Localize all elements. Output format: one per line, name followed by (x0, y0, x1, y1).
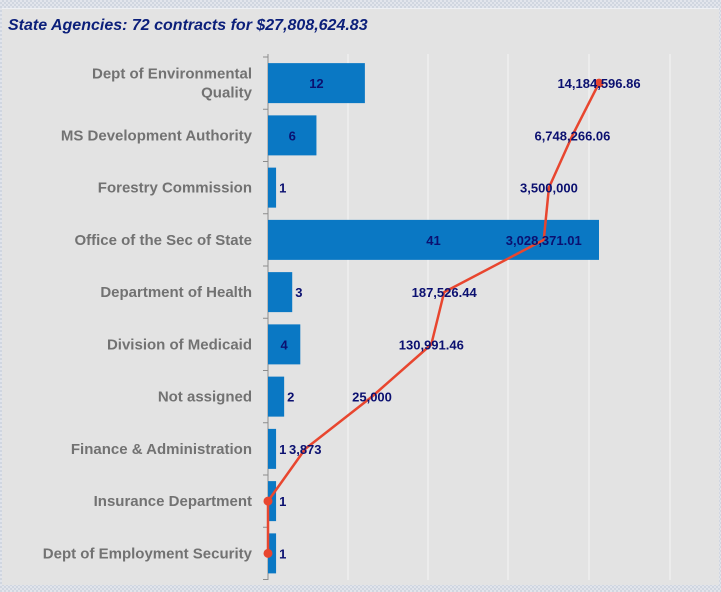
category-label-8: Insurance Department (94, 493, 252, 510)
bar-7 (268, 428, 277, 469)
line-label-3: 3,028,371.01 (506, 233, 582, 248)
line-label-0: 14,184,596.86 (557, 76, 640, 91)
category-label-1: MS Development Authority (61, 127, 253, 144)
bar-4 (268, 272, 293, 313)
category-label-7: Finance & Administration (71, 441, 252, 458)
line-label-2: 3,500,000 (520, 181, 578, 196)
chart-panel (2, 8, 719, 585)
bar-2 (268, 167, 277, 208)
category-label-2: Forestry Commission (98, 180, 252, 197)
category-label-4: Department of Health (100, 284, 252, 301)
line-label-5: 130,991.46 (399, 337, 464, 352)
bar-6 (268, 376, 285, 417)
bar-label-4: 3 (295, 285, 302, 300)
bar-label-0: 12 (309, 76, 323, 91)
line-label-4: 187,526.44 (412, 285, 478, 300)
category-label-3: Office of the Sec of State (74, 232, 252, 249)
bar-label-9: 1 (279, 546, 286, 561)
bar-5 (268, 324, 301, 365)
bar-label-1: 6 (289, 128, 296, 143)
category-label-0-0: Dept of Environmental (92, 66, 252, 83)
chart-title: State Agencies: 72 contracts for $27,808… (8, 17, 368, 34)
bar-label-2: 1 (279, 181, 286, 196)
bar-label-5: 4 (281, 337, 289, 352)
line-label-6: 25,000 (352, 390, 392, 405)
bar-label-7: 1 (279, 442, 286, 457)
bar-label-3: 41 (426, 233, 440, 248)
category-label-6: Not assigned (158, 389, 252, 406)
category-label-5: Division of Medicaid (107, 336, 252, 353)
line-label-7: 3,873 (289, 442, 322, 457)
line-point-9 (263, 548, 273, 558)
line-label-1: 6,748,266.06 (534, 128, 610, 143)
bar-label-6: 2 (287, 390, 294, 405)
bar-0 (268, 63, 365, 104)
line-point-0 (594, 78, 604, 88)
amount-line (266, 82, 601, 554)
category-label-0-1: Quality (201, 85, 253, 102)
category-label-9: Dept of Employment Security (43, 545, 253, 562)
bar-1 (268, 115, 317, 156)
line-point-8 (263, 496, 273, 506)
bar-label-8: 1 (279, 494, 286, 509)
